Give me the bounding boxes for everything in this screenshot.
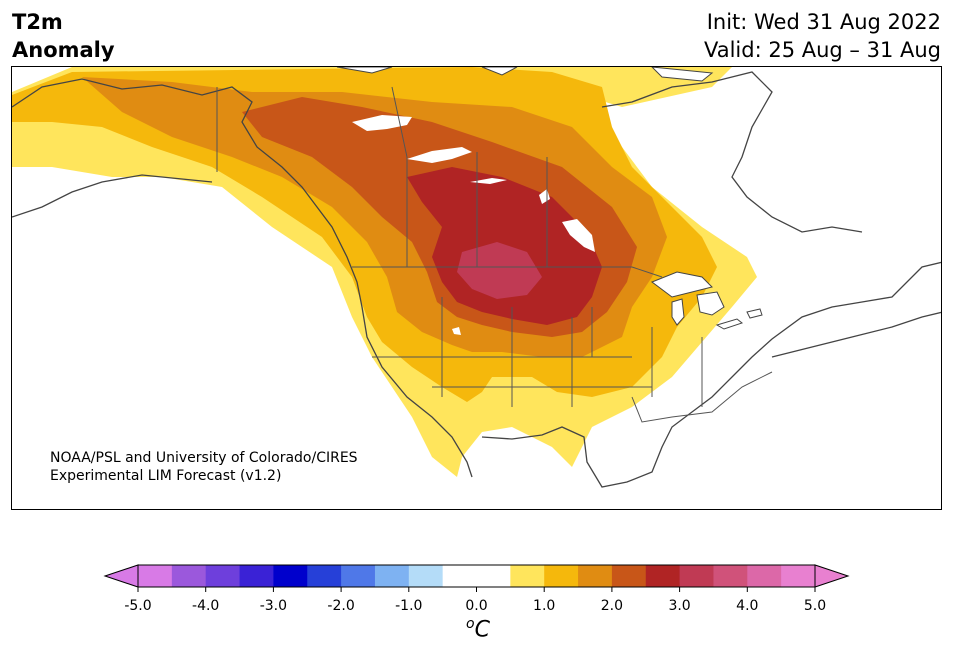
colorbar-segment xyxy=(239,565,274,587)
unit-celsius: C xyxy=(474,617,490,643)
colorbar-segment xyxy=(341,565,376,587)
unit-degree: o xyxy=(466,616,475,632)
political-borders xyxy=(216,86,773,423)
islands xyxy=(336,67,714,82)
great-salt-lake xyxy=(452,327,461,335)
colorbar-unit: oC xyxy=(448,616,508,642)
colorbar-tick-label: -3.0 xyxy=(259,598,288,614)
coastlines xyxy=(12,71,941,488)
lake-winnipeg xyxy=(562,219,595,252)
colorbar-segment xyxy=(205,565,241,587)
colorbar-segment xyxy=(273,565,308,587)
anomaly-map xyxy=(12,67,941,488)
colorbar-segment xyxy=(307,565,342,587)
colorbar-tick-label: 1.0 xyxy=(533,598,556,614)
colorbar-segment xyxy=(476,565,511,587)
colorbar-segment xyxy=(510,565,545,587)
colorbar-tick-label: 3.0 xyxy=(668,598,691,614)
valid-range: Valid: 25 Aug – 31 Aug xyxy=(703,38,941,62)
init-date: Init: Wed 31 Aug 2022 xyxy=(706,10,941,34)
credit-text: NOAA/PSL and University of Colorado/CIRE… xyxy=(50,449,358,485)
colorbar-tick-label: -1.0 xyxy=(395,598,423,614)
colorbar-segment xyxy=(781,565,816,587)
colorbar-segment xyxy=(747,565,782,587)
title-variable: T2m xyxy=(12,10,63,34)
colorbar-tick-label: -5.0 xyxy=(124,598,152,614)
great-lakes xyxy=(650,271,763,330)
lake-great-slave xyxy=(407,147,472,163)
map-title: T2m Anomaly xyxy=(12,8,115,64)
colorbar-segment xyxy=(578,565,613,587)
map-panel: NOAA/PSL and University of Colorado/CIRE… xyxy=(11,66,942,510)
colorbar-segment xyxy=(611,565,647,587)
credit-line-1: NOAA/PSL and University of Colorado/CIRE… xyxy=(50,450,358,466)
colorbar-ticks xyxy=(137,587,816,592)
anomaly-contour-3-0 xyxy=(457,242,542,299)
lake-athabasca xyxy=(470,178,507,184)
lake-great-bear xyxy=(352,115,412,131)
colorbar-over-arrow xyxy=(814,564,850,588)
colorbar xyxy=(103,564,850,592)
colorbar-tick-label: -2.0 xyxy=(327,598,355,614)
colorbar-segment xyxy=(138,565,173,587)
map-dates: Init: Wed 31 Aug 2022 Valid: 25 Aug – 31… xyxy=(704,8,941,64)
title-field: Anomaly xyxy=(12,38,115,62)
colorbar-tick-label: 2.0 xyxy=(600,598,624,614)
colorbar-segment xyxy=(645,565,681,587)
colorbar-tick-label: 0.0 xyxy=(465,598,488,614)
colorbar-segment xyxy=(408,565,444,587)
colorbar-segment xyxy=(442,565,477,587)
colorbar-under-arrow xyxy=(103,564,139,588)
colorbar-tick-label: -4.0 xyxy=(192,598,220,614)
colorbar-tick-label: 5.0 xyxy=(803,598,827,614)
colorbar-segment xyxy=(544,565,579,587)
colorbar-tick-label: 4.0 xyxy=(736,598,759,614)
colorbar-segment xyxy=(713,565,748,587)
colorbar-segments xyxy=(138,565,816,587)
colorbar-segment xyxy=(374,565,410,587)
credit-line-2: Experimental LIM Forecast (v1.2) xyxy=(50,468,282,484)
colorbar-segment xyxy=(171,565,207,587)
colorbar-segment xyxy=(679,565,714,587)
